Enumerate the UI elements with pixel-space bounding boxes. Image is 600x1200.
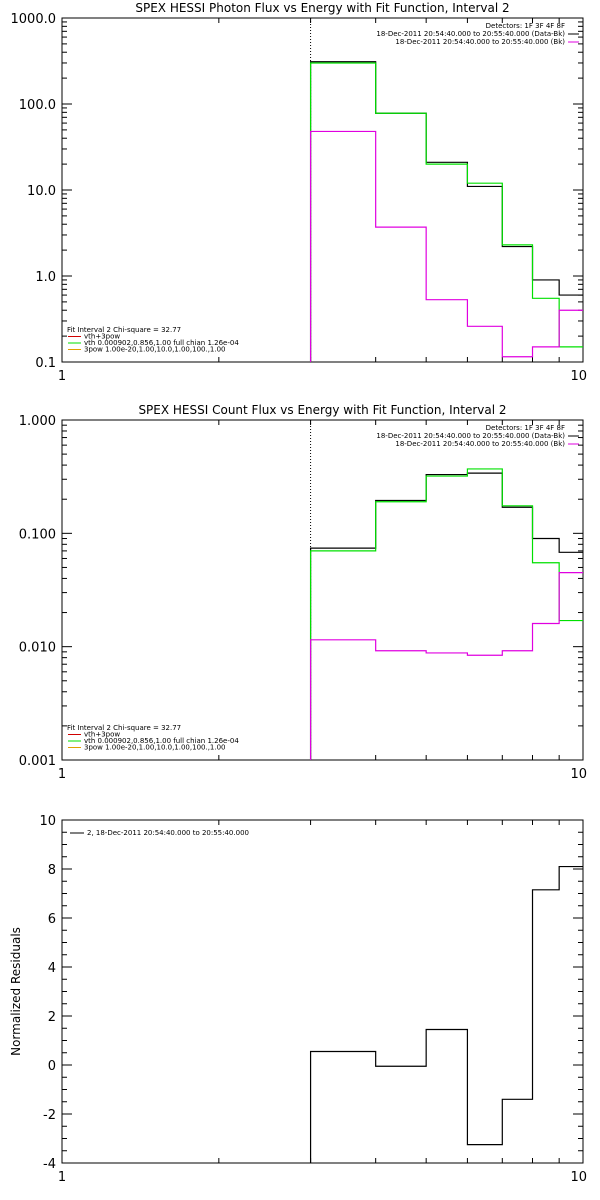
y-tick-label: 2 <box>48 1010 56 1025</box>
axes-frame <box>61 419 584 761</box>
series-line-3 <box>309 572 583 760</box>
x-tick-label: 1 <box>58 767 66 782</box>
legend-bottom-entry: 3pow 1.00e-20,1.00,10.0,1.00,100.,1.00 <box>84 346 226 354</box>
y-tick-label: 1000.0 <box>11 12 57 27</box>
panel-3: 1 10 -4 -2 0 2 4 6 8 10 Normalized Residuals 2, 18-… <box>9 814 587 1185</box>
series-line-1 <box>309 865 583 1163</box>
y-axis-label: Normalized Residuals <box>9 927 23 1056</box>
chart-title: SPEX HESSI Photon Flux vs Energy with Fi… <box>135 1 509 15</box>
panel-1: SPEX HESSI Photon Flux vs Energy with Fi… <box>11 1 588 384</box>
chart-title: SPEX HESSI Count Flux vs Energy with Fit… <box>138 403 506 417</box>
y-tick-label: 10.0 <box>27 184 56 199</box>
series-line-1 <box>309 472 583 760</box>
x-tick-label: 1 <box>58 369 66 384</box>
legend-top-entry: Detectors: 1F 3F 4F 8F <box>486 424 565 432</box>
legend-top-entry: 18-Dec-2011 20:54:40.000 to 20:55:40.000… <box>395 38 565 46</box>
y-tick-label: 0.1 <box>35 356 56 371</box>
legend-top-entry: 18-Dec-2011 20:54:40.000 to 20:55:40.000… <box>376 432 565 440</box>
series-line-1 <box>309 61 583 362</box>
y-tick-label: 10 <box>39 814 56 829</box>
x-tick-label: 10 <box>570 369 587 384</box>
y-tick-label: 0 <box>48 1059 56 1074</box>
y-tick-label: 4 <box>48 961 56 976</box>
panel-2: SPEX HESSI Count Flux vs Energy with Fit… <box>19 403 587 782</box>
y-tick-label: 6 <box>48 912 56 927</box>
axes-frame <box>61 819 584 1164</box>
x-tick-label: 10 <box>570 767 587 782</box>
legend-top-entry: 18-Dec-2011 20:54:40.000 to 20:55:40.000… <box>395 440 565 448</box>
series-line-2 <box>309 468 583 760</box>
legend-bottom-entry: 3pow 1.00e-20,1.00,10.0,1.00,100.,1.00 <box>84 744 226 752</box>
legend-bottom-entry: vth+3pow <box>84 333 120 341</box>
axes-frame <box>61 17 584 363</box>
y-tick-label: 1.0 <box>35 270 56 285</box>
y-tick-label: 100.0 <box>19 98 56 113</box>
y-tick-label: 1.000 <box>19 414 56 429</box>
y-tick-label: -2 <box>43 1108 56 1123</box>
y-tick-label: 0.010 <box>19 641 56 656</box>
x-tick-label: 10 <box>570 1170 587 1185</box>
legend-top-entry: 18-Dec-2011 20:54:40.000 to 20:55:40.000… <box>376 30 565 38</box>
series-line-3 <box>309 130 583 362</box>
legend-bottom-entry: vth 0.000902,0.856,1.00 full chian 1.26e… <box>84 737 239 745</box>
y-tick-label: 0.100 <box>19 527 56 542</box>
y-tick-label: 8 <box>48 863 56 878</box>
residual-legend: 2, 18-Dec-2011 20:54:40.000 to 20:55:40.… <box>87 829 249 837</box>
legend-bottom-entry: vth+3pow <box>84 731 120 739</box>
legend-bottom-entry: Fit Interval 2 Chi-square = 32.77 <box>67 724 181 732</box>
series-line-2 <box>309 62 583 362</box>
legend-top-entry: Detectors: 1F 3F 4F 8F <box>486 22 565 30</box>
y-tick-label: -4 <box>43 1157 56 1172</box>
legend-bottom-entry: vth 0.000902,0.856,1.00 full chian 1.26e… <box>84 339 239 347</box>
y-tick-label: 0.001 <box>19 754 56 769</box>
x-tick-label: 1 <box>58 1170 66 1185</box>
legend-bottom-entry: Fit Interval 2 Chi-square = 32.77 <box>67 326 181 334</box>
